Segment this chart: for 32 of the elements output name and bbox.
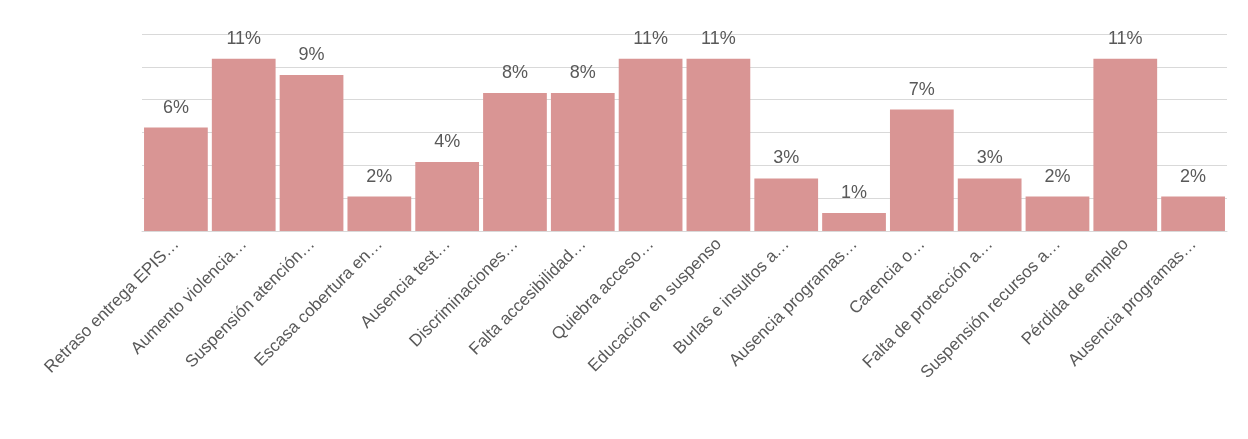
data-label: 11% (701, 27, 736, 48)
bar (415, 162, 480, 231)
bar (483, 93, 547, 231)
data-label: 7% (908, 78, 935, 99)
data-label: 9% (298, 44, 325, 65)
data-label: 11% (633, 27, 668, 48)
data-label: 11% (1107, 27, 1143, 48)
bar (279, 75, 344, 231)
bar (957, 178, 1022, 231)
bar (822, 212, 886, 231)
data-label: 11% (226, 27, 262, 48)
data-label: 4% (434, 131, 461, 152)
data-label: 1% (841, 181, 868, 202)
bar (144, 127, 208, 231)
bar (1093, 58, 1158, 231)
data-label: 6% (162, 96, 189, 117)
data-label: 2% (1044, 165, 1071, 186)
data-label: 2% (1180, 165, 1207, 186)
bar (211, 58, 276, 231)
data-label: 3% (976, 147, 1003, 168)
data-label: 8% (569, 62, 596, 83)
data-label: 2% (366, 165, 393, 186)
bar (550, 93, 615, 231)
bar (347, 196, 412, 231)
bar (889, 109, 954, 231)
data-label: 8% (501, 62, 528, 83)
bar (1161, 196, 1225, 231)
bar (686, 58, 751, 231)
bar (618, 58, 683, 231)
bar (1025, 196, 1090, 231)
bar (754, 178, 819, 231)
data-label: 3% (773, 147, 800, 168)
